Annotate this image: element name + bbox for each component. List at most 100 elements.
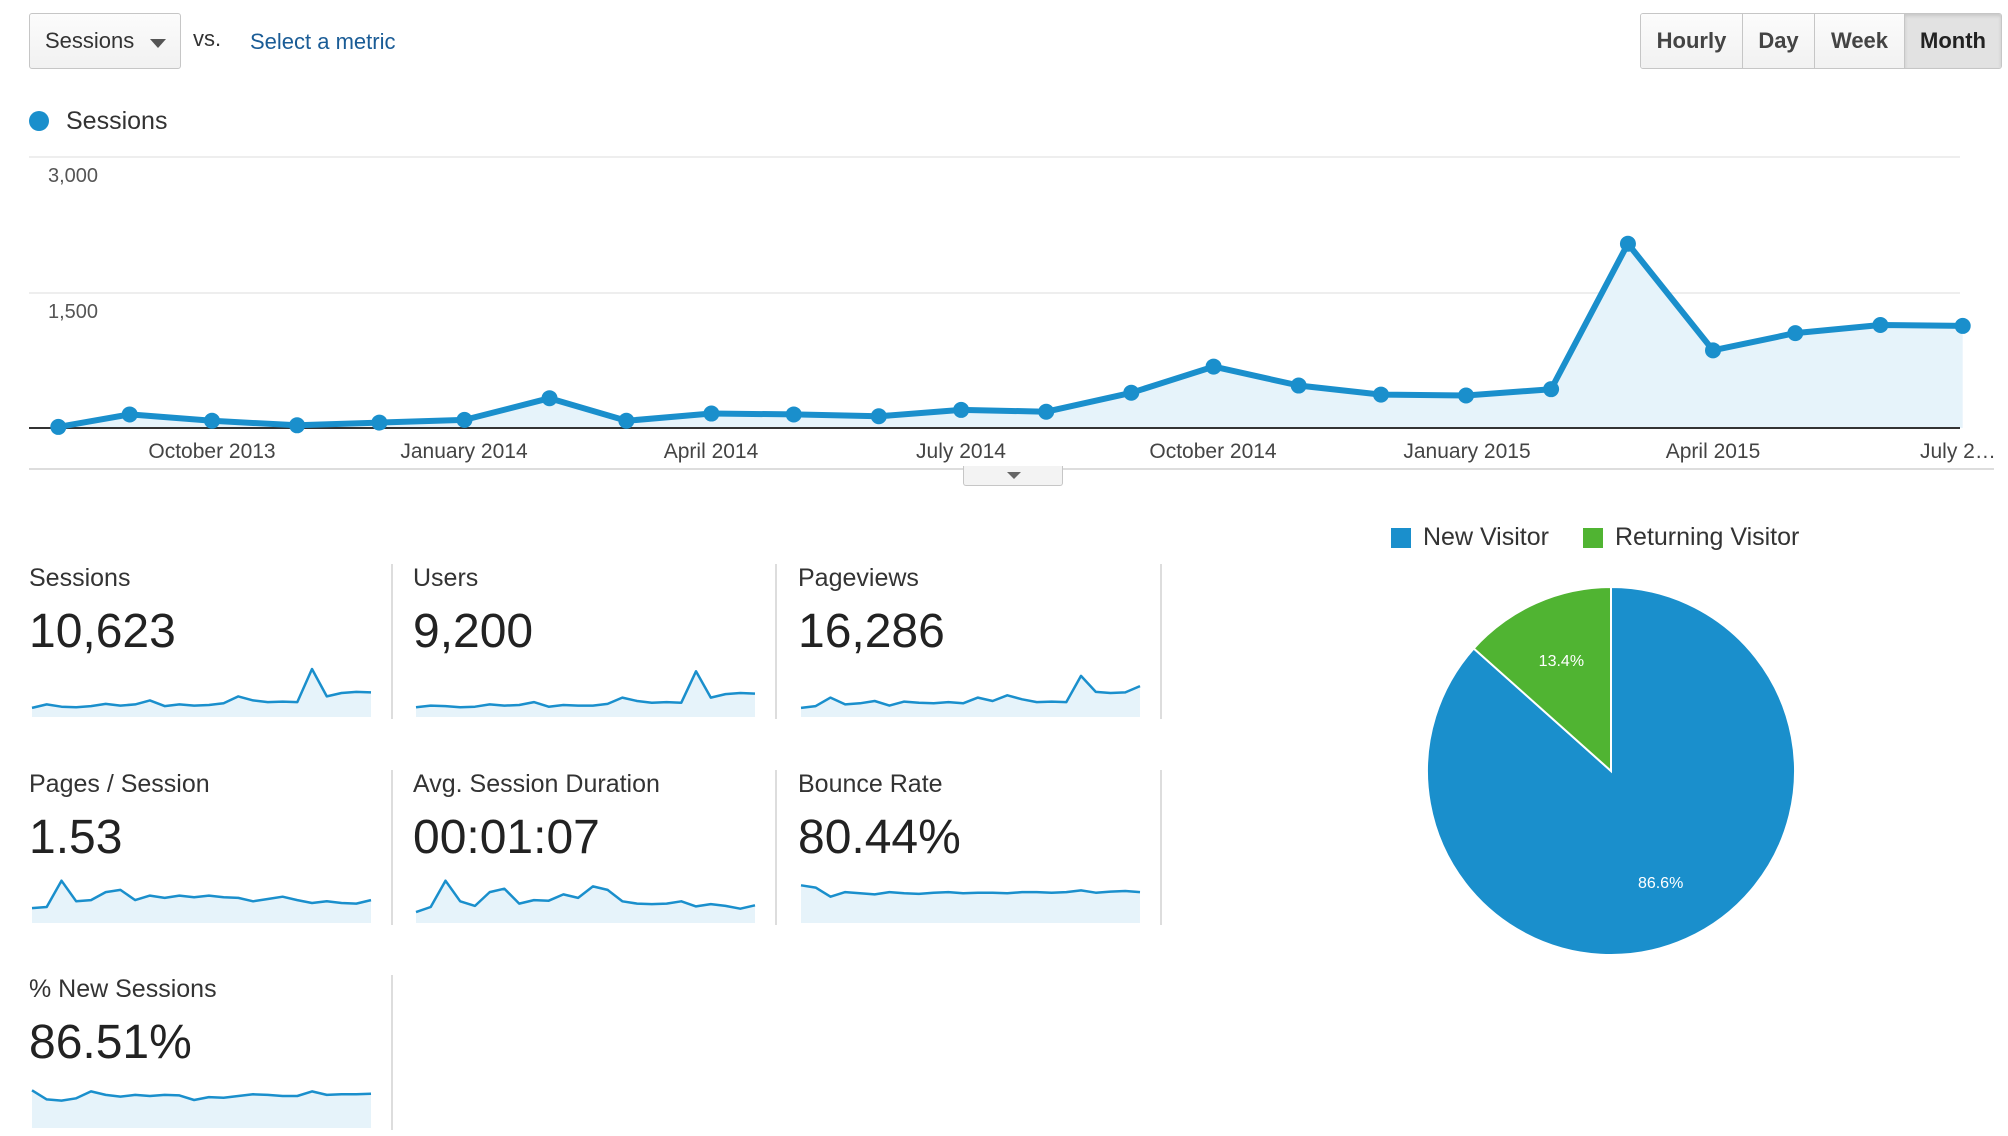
data-point[interactable] (456, 411, 473, 428)
pie-slice-new-visitor[interactable] (1426, 585, 1796, 956)
tile-divider (391, 770, 393, 925)
metric-label: Bounce Rate (798, 770, 943, 798)
sparkline-line (31, 879, 372, 910)
data-point[interactable] (953, 401, 970, 418)
metric-label: Pageviews (798, 564, 919, 592)
metric-value: 86.51% (29, 1016, 192, 1069)
data-point[interactable] (1372, 386, 1389, 403)
period-day-button[interactable]: Day (1743, 14, 1815, 68)
metric-tile-pages-per-session[interactable]: Pages / Session 1.53 (29, 770, 374, 925)
metric-value: 10,623 (29, 605, 176, 658)
select-metric-link[interactable]: Select a metric (250, 29, 396, 54)
series-legend-dot (29, 111, 49, 131)
series-legend-label[interactable]: Sessions (66, 107, 168, 135)
data-point[interactable] (618, 412, 635, 429)
tile-divider (391, 975, 393, 1130)
sessions-line-chart: 3,000 1,500 October 2013 January 2014 Ap… (29, 156, 1996, 463)
legend-swatch (1391, 527, 1411, 548)
metric-sparkline (415, 670, 756, 717)
data-point[interactable] (204, 412, 220, 429)
sessions-line (57, 240, 1963, 430)
data-point[interactable] (1787, 325, 1804, 342)
sparkline-line (415, 879, 756, 914)
metric-value: 80.44% (798, 811, 961, 864)
period-month-button[interactable]: Month (1905, 14, 2001, 68)
data-point[interactable] (541, 390, 558, 407)
data-point[interactable] (289, 417, 306, 434)
metric-tile-avg-session-duration[interactable]: Avg. Session Duration 00:01:07 (413, 770, 758, 925)
period-week-button[interactable]: Week (1815, 14, 1905, 68)
data-point[interactable] (870, 408, 887, 425)
data-point[interactable] (1290, 377, 1307, 394)
data-point[interactable] (1705, 342, 1721, 359)
data-point[interactable] (50, 418, 67, 435)
chevron-down-icon (150, 39, 166, 48)
legend-item-new-visitor[interactable]: New Visitor (1391, 523, 1549, 552)
sessions-area (58, 243, 1963, 428)
metric-sparkline (31, 1089, 372, 1128)
data-point[interactable] (371, 414, 388, 431)
tile-divider (775, 564, 777, 719)
sparkline-line (415, 670, 756, 709)
data-point[interactable] (1205, 358, 1222, 375)
metric-sparkline (31, 879, 372, 923)
x-tick-label: October 2013 (148, 440, 275, 463)
data-point[interactable] (1543, 381, 1560, 398)
metric-select-value: Sessions (45, 28, 135, 53)
visitor-type-pie-chart: 86.6% 13.4% (1426, 585, 1796, 956)
metric-tile-pageviews[interactable]: Pageviews 16,286 (798, 564, 1143, 719)
sparkline-area (416, 671, 755, 717)
metric-label: Pages / Session (29, 770, 210, 798)
period-selector: Hourly Day Week Month (1640, 13, 2002, 69)
data-point[interactable] (1038, 403, 1055, 420)
metric-label: Sessions (29, 564, 131, 592)
pie-slice-returning-visitor[interactable] (1472, 585, 1612, 774)
sparkline-line (800, 884, 1141, 898)
legend-label: New Visitor (1423, 523, 1549, 551)
legend-item-returning-visitor[interactable]: Returning Visitor (1583, 523, 1799, 552)
metric-sparkline (800, 884, 1141, 923)
legend-swatch (1583, 527, 1603, 548)
metric-sparkline (800, 674, 1141, 717)
metric-tile-bounce-rate[interactable]: Bounce Rate 80.44% (798, 770, 1143, 925)
tile-divider (391, 564, 393, 719)
metric-sparkline (31, 667, 372, 717)
x-tick-label: January 2014 (400, 440, 528, 463)
sparkline-line (31, 667, 372, 710)
data-point[interactable] (1458, 387, 1475, 404)
sparkline-area (801, 675, 1140, 717)
sparkline-line (800, 674, 1141, 710)
data-point[interactable] (1123, 384, 1140, 401)
collapse-chart-toggle[interactable] (963, 466, 1063, 486)
metric-sparkline (415, 879, 756, 923)
metric-value: 1.53 (29, 811, 123, 864)
metric-tile-sessions[interactable]: Sessions 10,623 (29, 564, 374, 719)
tile-divider (775, 770, 777, 925)
metric-tile-new-sessions[interactable]: % New Sessions 86.51% (29, 975, 374, 1130)
x-tick-label: April 2014 (664, 440, 759, 463)
sparkline-area (32, 669, 371, 717)
pie-slice-label: 86.6% (1638, 875, 1683, 892)
metric-select[interactable]: Sessions (29, 13, 181, 69)
sparkline-area (801, 885, 1140, 923)
x-tick-label: April 2015 (1666, 440, 1761, 463)
y-tick-label: 3,000 (48, 165, 98, 187)
period-hourly-button[interactable]: Hourly (1641, 14, 1743, 68)
sparkline-line (31, 1089, 372, 1102)
metric-label: Users (413, 564, 479, 592)
x-tick-label: October 2014 (1149, 440, 1277, 463)
chevron-down-icon (1007, 472, 1021, 479)
data-point[interactable] (785, 406, 802, 423)
metric-label: % New Sessions (29, 975, 217, 1003)
sparkline-area (32, 1090, 371, 1128)
data-point[interactable] (1872, 317, 1889, 334)
data-point[interactable] (121, 406, 138, 423)
metric-value: 00:01:07 (413, 811, 600, 864)
data-point[interactable] (1619, 235, 1636, 252)
data-point[interactable] (703, 405, 720, 422)
x-tick-label: July 2014 (916, 440, 1006, 463)
metric-tile-users[interactable]: Users 9,200 (413, 564, 758, 719)
data-point[interactable] (1954, 317, 1971, 334)
x-tick-label: July 2… (1920, 440, 1996, 463)
pie-slice-label: 13.4% (1539, 653, 1584, 670)
